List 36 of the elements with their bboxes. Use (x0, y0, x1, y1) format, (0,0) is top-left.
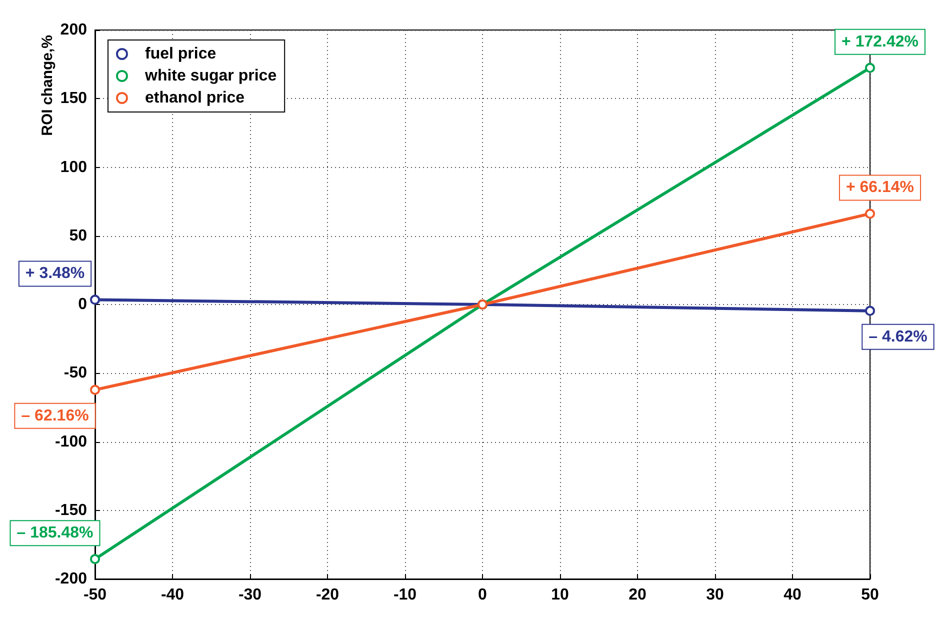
x-tick-label: 50 (861, 586, 879, 604)
x-tick-label: -20 (316, 586, 340, 604)
x-tick-label: -50 (83, 586, 107, 604)
y-tick-label: 200 (60, 22, 88, 38)
data-label: – 4.62% (868, 328, 928, 346)
x-tick-label: -40 (160, 586, 184, 604)
data-label: + 3.48% (25, 265, 85, 282)
legend-label: white sugar price (144, 68, 277, 84)
legend-label: fuel price (145, 46, 216, 62)
point (90, 554, 100, 564)
x-tick-label: 40 (784, 586, 802, 604)
x-tick-label: 0 (478, 586, 488, 604)
y-tick-label: 100 (60, 158, 88, 176)
legend-label: ethanol price (145, 90, 245, 106)
data-label: – 185.48% (16, 524, 94, 542)
x-tick-label: -10 (393, 586, 417, 604)
point (90, 294, 100, 305)
point (865, 62, 875, 73)
x-tick-label: 10 (551, 586, 569, 604)
y-tick-label: 0 (78, 296, 88, 313)
y-tick-label: 50 (69, 227, 88, 244)
data-label: + 172.42% (842, 33, 918, 50)
data-label: + 66.14% (846, 179, 914, 196)
point (865, 208, 875, 219)
x-tick-label: 30 (706, 586, 724, 604)
x-tick-label: -30 (238, 586, 262, 604)
y-axis-title: ROI change,% (39, 35, 56, 136)
point (90, 384, 100, 395)
y-tick-label: -50 (64, 364, 88, 382)
y-tick-label: -100 (54, 433, 88, 450)
point (865, 306, 875, 316)
x-tick-label: 20 (628, 586, 646, 604)
y-tick-label: -200 (54, 570, 88, 588)
y-tick-label: 150 (60, 90, 88, 108)
data-label: – 62.16% (21, 407, 89, 424)
y-tick-label: -150 (54, 502, 88, 519)
